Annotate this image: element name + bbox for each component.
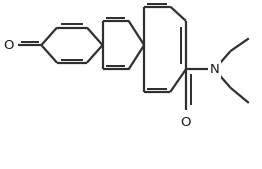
Text: O: O [181, 115, 191, 128]
Text: O: O [4, 39, 14, 52]
Text: N: N [210, 63, 219, 76]
Text: O: O [181, 115, 191, 128]
Text: O: O [4, 39, 14, 52]
Text: N: N [210, 63, 219, 76]
